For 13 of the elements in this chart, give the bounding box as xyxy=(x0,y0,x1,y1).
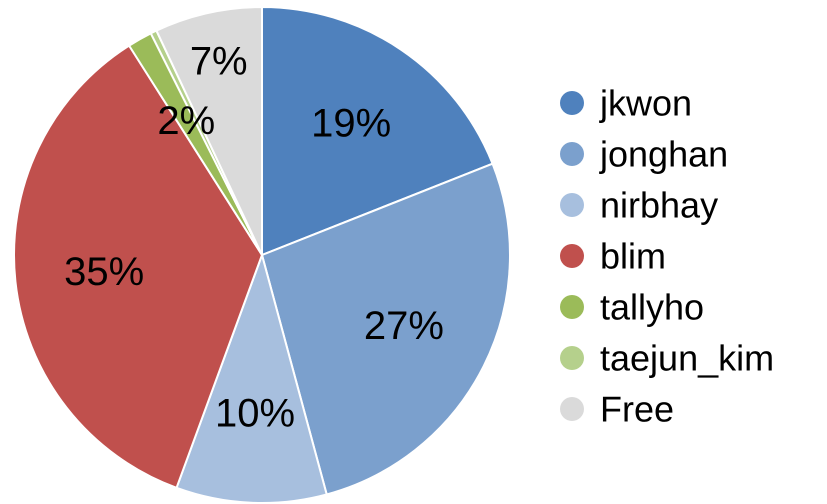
data-label: 10% xyxy=(214,392,296,436)
data-label: 19% xyxy=(311,102,392,146)
legend-label: jkwon xyxy=(599,82,692,124)
data-label: 7% xyxy=(190,39,248,84)
legend-label: nirbhay xyxy=(600,184,718,226)
legend-label: jonghan xyxy=(599,134,728,174)
legend-label: Free xyxy=(600,388,674,430)
data-label: 2% xyxy=(157,99,216,144)
data-label: 35% xyxy=(64,250,144,294)
legend-label: tallyho xyxy=(600,286,704,328)
data-label: 27% xyxy=(364,304,444,348)
legend-label: taejun_kim xyxy=(600,338,774,378)
legend-label: blim xyxy=(600,236,666,276)
